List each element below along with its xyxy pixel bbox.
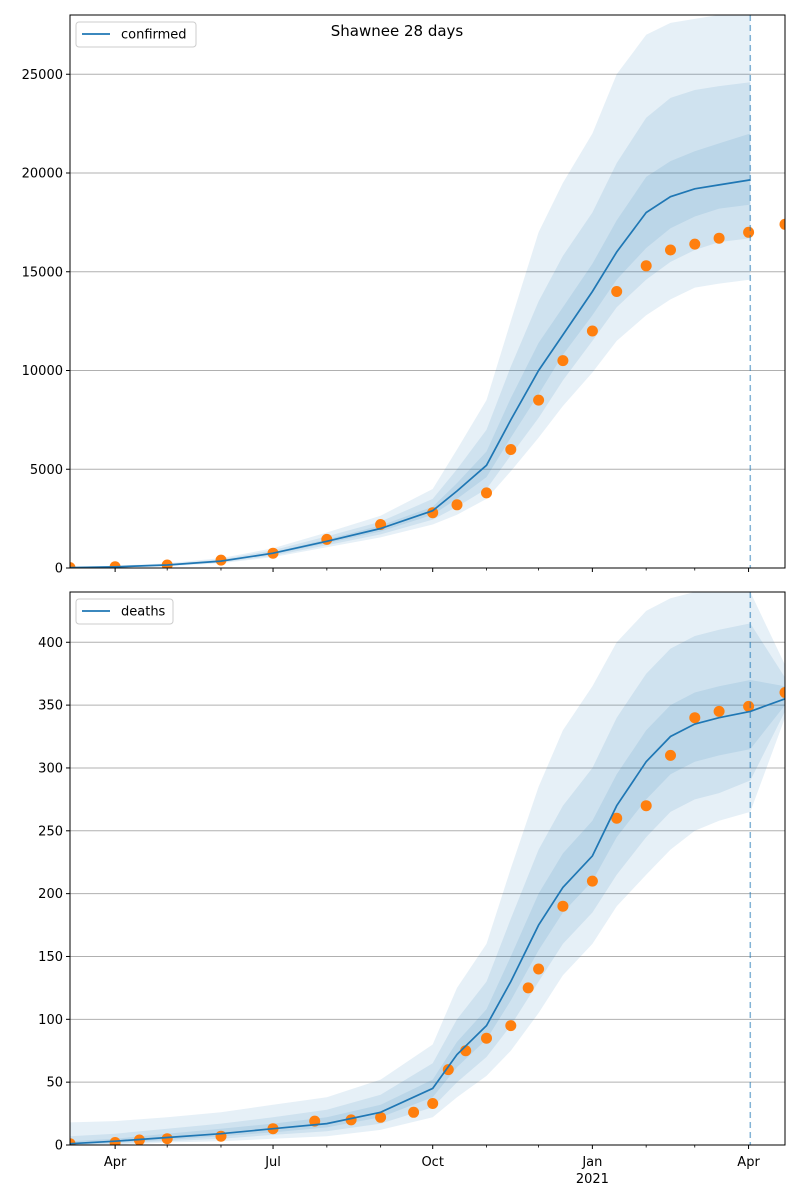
x-tick-label: Jan <box>581 1155 602 1170</box>
axes-frame <box>69 14 786 569</box>
x-tick-label: Apr <box>104 1155 127 1170</box>
y-tick-label: 25000 <box>22 68 63 83</box>
observed-point <box>375 1111 387 1123</box>
legend: deaths <box>75 598 174 625</box>
observed-point <box>779 687 785 698</box>
observed-point <box>215 554 227 566</box>
axes-frame <box>69 591 786 1146</box>
observed-point <box>505 1020 517 1032</box>
uncertainty-band-95 <box>70 15 751 568</box>
observed-point <box>611 812 623 824</box>
observed-point <box>779 218 785 230</box>
y-tick-label: 0 <box>55 1139 63 1154</box>
deaths-panel: 0 50 100 150 200 250 300 350 400 Apr Jul Oct Jan 2021… <box>38 591 786 1187</box>
y-tick-label: 15000 <box>22 265 63 280</box>
observed-point <box>713 705 725 717</box>
observed-point <box>743 700 755 712</box>
observed-point <box>321 533 333 545</box>
observed-point <box>743 226 755 238</box>
y-tick-label: 5000 <box>30 463 63 478</box>
observed-point <box>408 1106 420 1118</box>
observed-point <box>557 355 569 367</box>
model-median-line <box>70 698 785 1145</box>
x-tick-label: Oct <box>421 1155 443 1170</box>
observed-point <box>505 444 517 455</box>
uncertainty-band-50 <box>70 680 785 1145</box>
observed-point <box>481 1032 492 1044</box>
legend-label: confirmed <box>121 28 187 43</box>
observed-point <box>713 232 725 244</box>
legend-label: deaths <box>121 605 166 620</box>
y-tick-label: 250 <box>38 824 63 839</box>
y-tick-label: 350 <box>38 699 63 714</box>
observed-point <box>481 487 492 499</box>
legend-box <box>75 598 174 625</box>
y-tick-label: 100 <box>38 1013 63 1028</box>
observed-point <box>522 982 534 994</box>
observed-point <box>533 394 545 406</box>
y-tick-label: 50 <box>46 1076 63 1091</box>
confirmed-panel: 0 5000 10000 15000 20000 25000 confirmed <box>22 14 786 577</box>
observed-point <box>451 499 463 511</box>
y-tick-label: 20000 <box>22 167 63 182</box>
observed-point <box>427 1098 439 1109</box>
legend: confirmed <box>75 21 197 48</box>
plot-area <box>70 592 785 1145</box>
observed-point <box>586 875 598 887</box>
observed-point <box>442 1064 454 1076</box>
figure-title: Shawnee 28 days <box>331 22 464 40</box>
x-tick-sublabel: 2021 <box>576 1172 609 1187</box>
y-tick-label: 300 <box>38 761 63 776</box>
uncertainty-band-80 <box>70 82 751 568</box>
y-tick-label: 0 <box>55 562 63 577</box>
observed-point <box>689 238 701 250</box>
model-median-line <box>70 179 751 568</box>
x-tick-label: Jul <box>264 1155 281 1170</box>
observed-point <box>689 712 701 724</box>
plot-area <box>70 15 785 568</box>
y-tick-label: 200 <box>38 887 63 902</box>
observed-point <box>611 286 623 297</box>
uncertainty-band-80 <box>70 623 785 1145</box>
y-tick-label: 150 <box>38 950 63 965</box>
observed-point <box>70 562 76 568</box>
observed-point <box>665 244 676 256</box>
y-tick-label: 400 <box>38 636 63 651</box>
observed-point <box>161 1133 173 1145</box>
observed-point <box>586 325 598 337</box>
observed-point <box>665 749 676 761</box>
y-tick-label: 10000 <box>22 364 63 379</box>
observed-point <box>640 260 652 272</box>
observed-point <box>215 1130 227 1142</box>
uncertainty-band-50 <box>70 133 751 568</box>
uncertainty-band-95 <box>70 592 785 1145</box>
observed-point <box>640 800 652 812</box>
legend-box <box>75 21 197 48</box>
observed-point <box>557 900 569 912</box>
observed-point <box>427 507 439 519</box>
x-tick-label: Apr <box>737 1155 760 1170</box>
observed-point <box>533 963 545 975</box>
